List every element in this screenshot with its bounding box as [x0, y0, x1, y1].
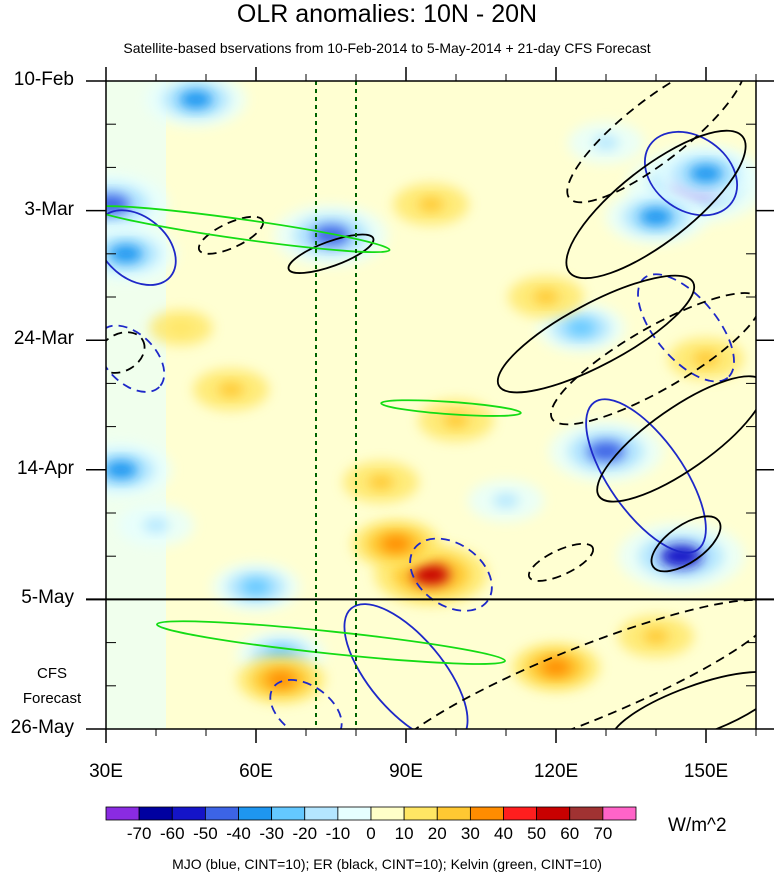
er-contour-8 — [527, 542, 595, 582]
mjo-contour-4 — [585, 398, 707, 554]
anomaly-core-12 — [412, 564, 450, 585]
colorbar-level-label: 20 — [427, 824, 447, 843]
colorbar-swatch-3 — [204, 806, 239, 821]
colorbar-swatch-7 — [337, 806, 372, 821]
anomaly-core-8 — [106, 460, 138, 479]
colorbar-swatch-13 — [536, 806, 571, 821]
colorbar-level-label: 30 — [460, 824, 480, 843]
er-contour-3 — [565, 129, 747, 280]
colorbar-level-label: 0 — [366, 824, 376, 843]
er-contour-5 — [496, 274, 696, 394]
anomaly-core-27 — [241, 579, 271, 596]
colorbar-level-label: -20 — [292, 824, 318, 843]
colorbar-level-label: 50 — [527, 824, 547, 843]
x-tick-label: 120E — [533, 761, 579, 782]
anomaly-core-23 — [643, 629, 669, 644]
kelvin-contour-1 — [156, 620, 506, 665]
colorbar-swatch-8 — [370, 806, 405, 821]
anomaly-field — [106, 81, 756, 729]
er-contour-2 — [106, 331, 146, 374]
kelvin-contour-0 — [106, 205, 391, 254]
colorbar-swatch-11 — [469, 806, 504, 821]
colorbar-swatch-0 — [105, 806, 140, 821]
y-tick-label: 26-May — [10, 717, 74, 738]
er-contour-9 — [650, 515, 722, 573]
colorbar-swatch-12 — [503, 806, 538, 821]
anomaly-core-22 — [170, 321, 192, 334]
legend-text: MJO (blue, CINT=10); ER (black, CINT=10)… — [172, 856, 602, 872]
x-tick-label: 150E — [683, 761, 729, 782]
x-tick-label: 90E — [389, 761, 423, 782]
y-tick-label: 5-May — [21, 587, 74, 609]
colorbar-level-label: -60 — [159, 824, 185, 843]
colorbar-swatch-5 — [271, 806, 306, 821]
anomaly-core-21 — [368, 475, 394, 490]
anomaly-core-9 — [660, 544, 702, 568]
mjo-contour-3 — [637, 273, 735, 383]
colorbar-level-label: -70 — [126, 824, 152, 843]
anomaly-core-20 — [443, 413, 469, 428]
axis-layer — [86, 67, 774, 743]
colorbar-swatch-14 — [569, 806, 604, 821]
y-tick-label: 14-Apr — [16, 457, 74, 479]
mjo-contour-1 — [106, 324, 166, 393]
x-tick-label: 60E — [239, 761, 273, 782]
cfs-label: CFS — [37, 665, 67, 682]
y-tick-label: 3-Mar — [24, 198, 74, 220]
colorbar-level-label: -40 — [226, 824, 251, 843]
y-tick-label: 10-Feb — [13, 69, 74, 90]
er-contour-10 — [384, 599, 756, 729]
anomaly-core-24 — [493, 493, 519, 508]
mjo-contour-0 — [106, 209, 177, 286]
colorbar-level-label: -50 — [193, 824, 218, 843]
mjo-contour-2 — [643, 130, 739, 217]
kelvin-contour-2 — [380, 399, 522, 417]
anomaly-core-6 — [566, 319, 596, 336]
anomaly-core-19 — [693, 351, 719, 366]
plot-frame — [105, 80, 757, 730]
colorbar-unit: W/m^2 — [668, 815, 727, 836]
anomaly-core-17 — [533, 290, 559, 304]
colorbar-level-label: 40 — [494, 824, 513, 843]
er-contour-11 — [610, 671, 756, 729]
colorbar-level-label: 60 — [560, 824, 580, 843]
anomaly-core-14 — [266, 671, 296, 688]
er-contour-7 — [596, 375, 756, 503]
er-contour-6 — [550, 292, 756, 426]
colorbar-level-label: -30 — [259, 824, 284, 843]
anomaly-core-1 — [109, 244, 143, 263]
colorbar-swatch-15 — [602, 806, 637, 821]
colorbar — [105, 806, 637, 821]
er-contour-1 — [287, 233, 375, 274]
anomaly-core-10 — [689, 164, 723, 183]
er-contour-0 — [197, 215, 265, 255]
x-tick-label: 30E — [89, 761, 123, 782]
anomaly-core-18 — [218, 382, 244, 397]
y-tick-label: 24-Mar — [13, 328, 74, 350]
colorbar-swatch-4 — [238, 806, 273, 821]
anomaly-core-25 — [143, 518, 169, 533]
anomaly-core-13 — [381, 535, 411, 552]
mjo-contour-7 — [269, 679, 343, 729]
colorbar-level-label: 70 — [593, 824, 613, 843]
colorbar-swatch-10 — [436, 806, 471, 821]
mjo-contour-6 — [343, 603, 469, 729]
colorbar-swatch-1 — [138, 806, 173, 821]
colorbar-swatch-2 — [171, 806, 206, 821]
anomaly-core-3 — [179, 90, 213, 109]
anomaly-core-5 — [639, 207, 673, 226]
contour-layer — [106, 81, 756, 729]
anomaly-core-15 — [541, 659, 571, 676]
anomaly-core-2 — [312, 225, 350, 246]
colorbar-swatch-6 — [304, 806, 339, 821]
colorbar-swatch-9 — [403, 806, 438, 821]
chart-title: OLR anomalies: 10N - 20N — [236, 0, 538, 28]
chart-subtitle: Satellite-based bservations from 10-Feb-… — [123, 40, 651, 56]
anomaly-core-16 — [418, 197, 444, 212]
forecast-label: Forecast — [22, 690, 82, 707]
colorbar-level-label: 10 — [394, 824, 414, 843]
colorbar-level-label: -10 — [325, 824, 351, 843]
